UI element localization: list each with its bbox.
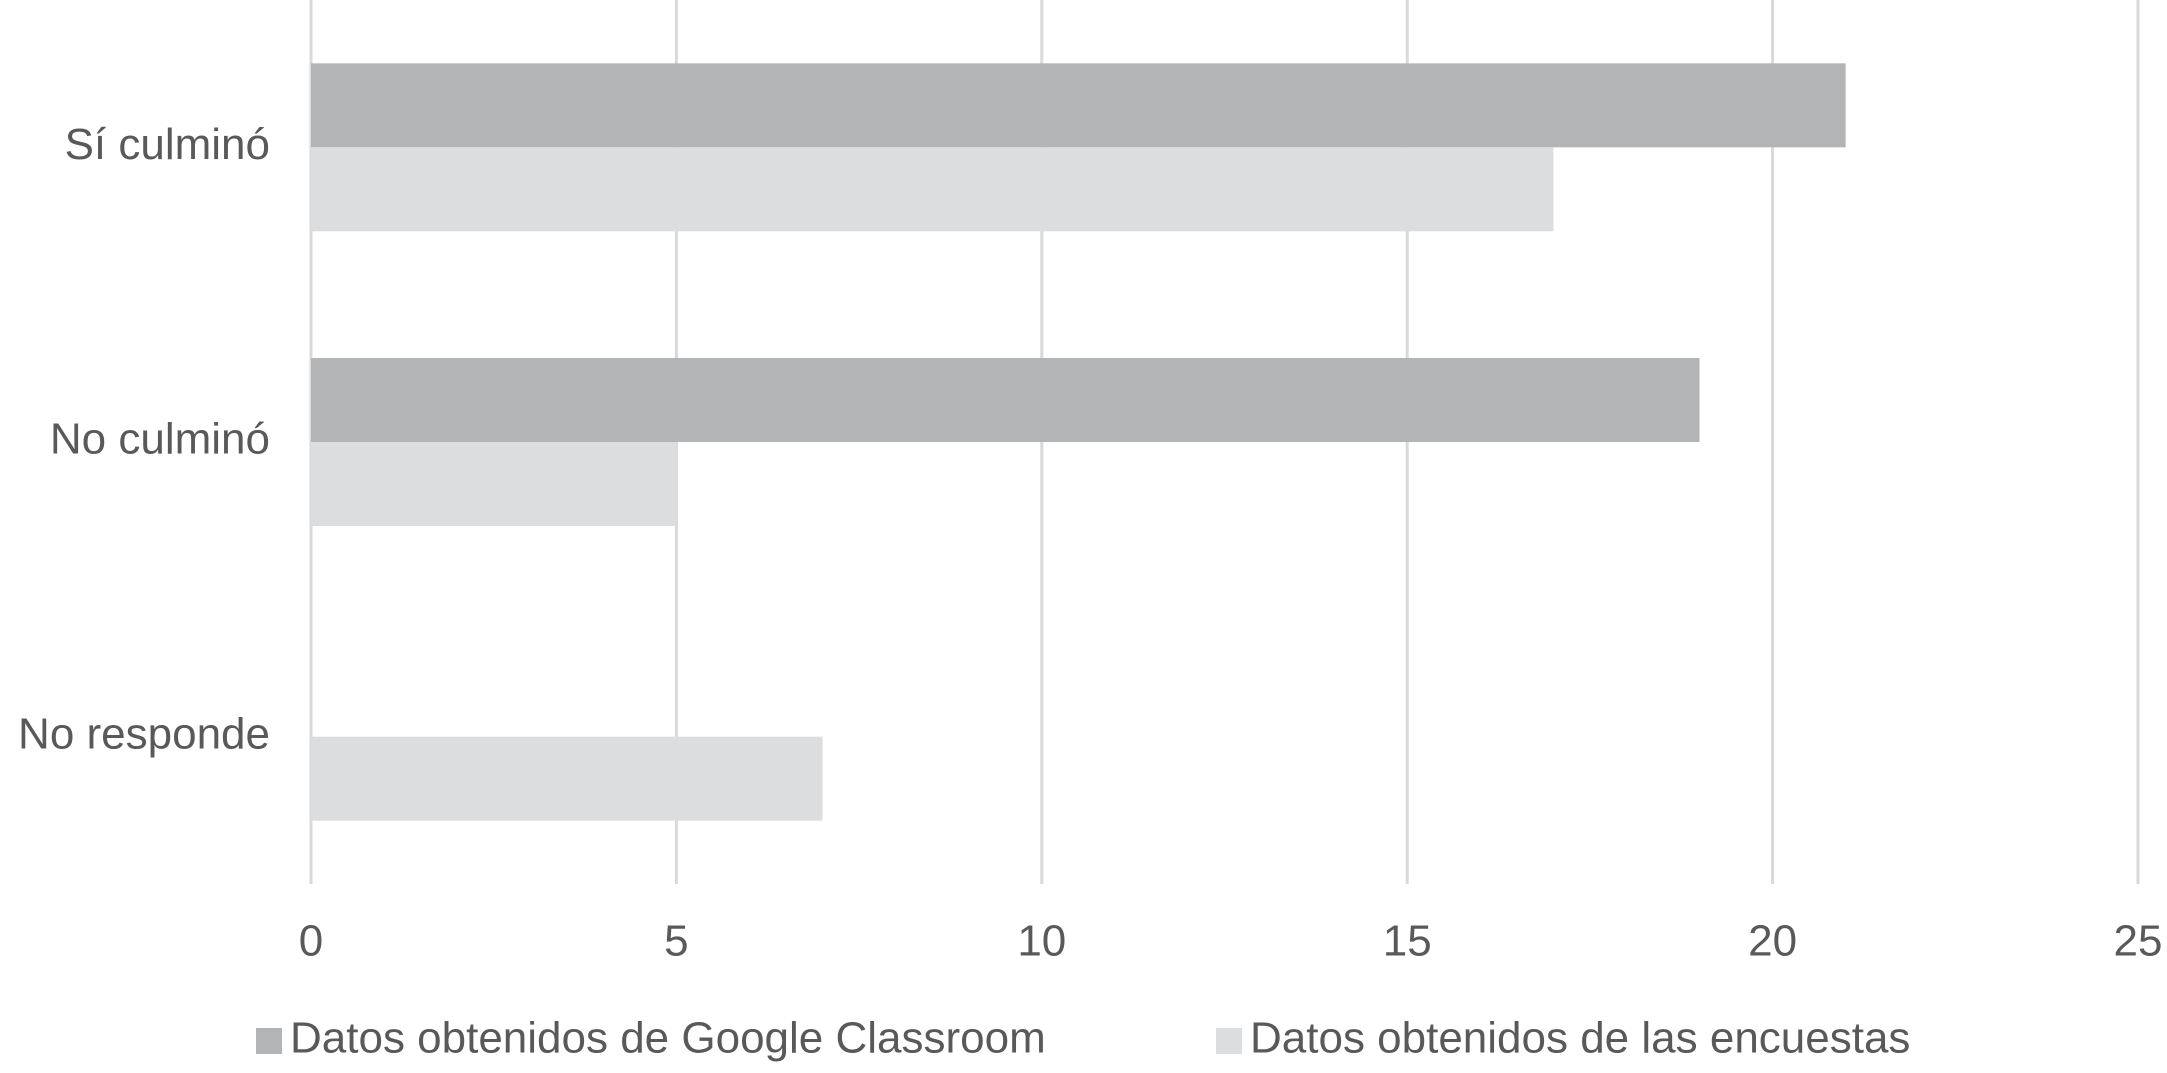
bar bbox=[311, 358, 1700, 442]
x-tick-label: 15 bbox=[1383, 917, 1432, 966]
bar bbox=[311, 736, 823, 821]
legend-label: Datos obtenidos de las encuestas bbox=[1250, 1014, 1910, 1063]
y-tick-label: No culminó bbox=[50, 415, 270, 464]
x-tick-label: 5 bbox=[664, 917, 688, 966]
legend-swatch bbox=[256, 1028, 282, 1054]
y-tick-label: Sí culminó bbox=[65, 120, 270, 169]
legend-swatch bbox=[1216, 1028, 1242, 1054]
bar bbox=[311, 147, 1554, 232]
x-tick-label: 25 bbox=[2114, 917, 2163, 966]
y-tick-label: No responde bbox=[18, 709, 270, 758]
legend-label: Datos obtenidos de Google Classroom bbox=[290, 1014, 1046, 1063]
bar bbox=[311, 63, 1846, 148]
x-tick-label: 10 bbox=[1017, 917, 1066, 966]
x-tick-label: 0 bbox=[299, 917, 323, 966]
bar bbox=[311, 442, 677, 526]
x-tick-label: 20 bbox=[1748, 917, 1797, 966]
